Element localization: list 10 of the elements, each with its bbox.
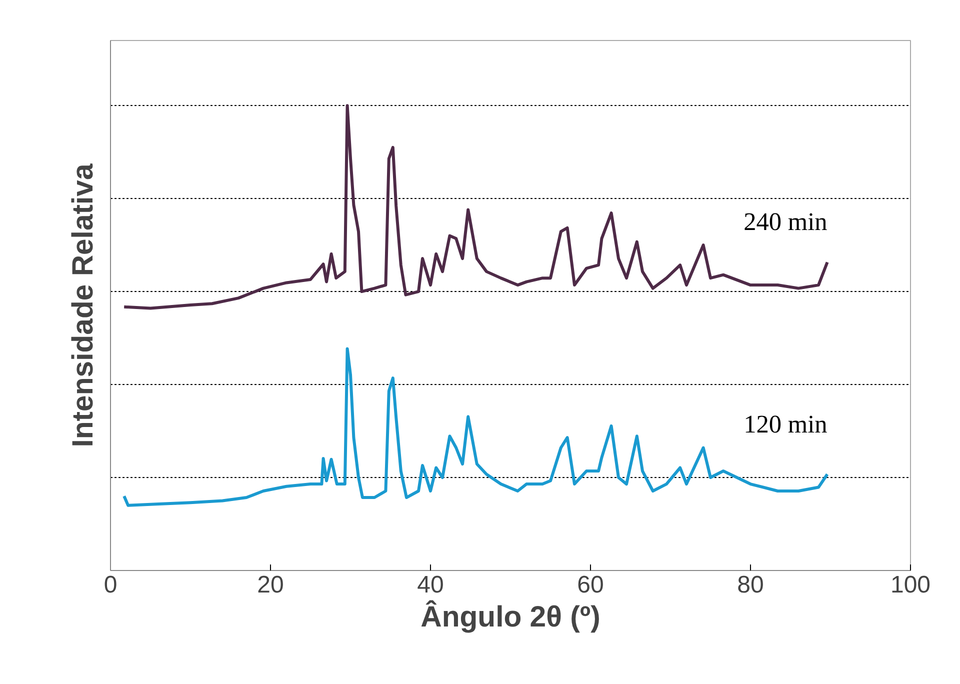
x-tick-label: 0 <box>104 572 118 598</box>
y-axis-title: Intensidade Relativa <box>66 163 100 448</box>
series-label: 120 min <box>744 410 828 438</box>
x-tick-label: 100 <box>890 572 931 598</box>
series-label: 240 min <box>744 208 828 236</box>
x-axis-title: Ângulo 2θ (º) <box>420 600 600 634</box>
x-tick-label: 20 <box>257 572 284 598</box>
x-tick-label: 60 <box>577 572 604 598</box>
x-tick-label: 40 <box>417 572 444 598</box>
x-tick-label: 80 <box>737 572 764 598</box>
